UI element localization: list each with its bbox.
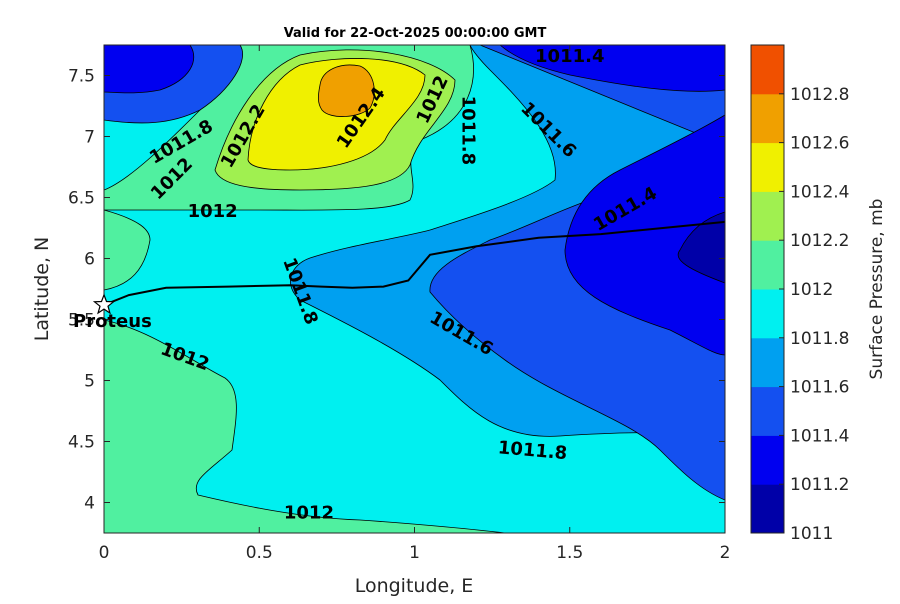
x-axis-ticks: 0 0.5 1 1.5 2 bbox=[99, 45, 731, 563]
y-tick-label: 4.5 bbox=[68, 433, 95, 453]
colorbar-swatch bbox=[751, 142, 784, 192]
star-marker-icon bbox=[92, 293, 116, 315]
colorbar-tick-label: 1011.6 bbox=[790, 378, 849, 398]
x-axis-label: Longitude, E bbox=[355, 575, 474, 597]
track-line bbox=[104, 220, 725, 306]
colorbar-tick-label: 1011 bbox=[790, 524, 833, 544]
contour-label: 1012 bbox=[188, 201, 238, 222]
colorbar-tick-label: 1012.4 bbox=[790, 182, 849, 202]
colorbar-label: Surface Pressure, mb bbox=[867, 199, 887, 380]
y-tick-label: 6.5 bbox=[68, 189, 95, 209]
colorbar: 1011 1011.2 1011.4 1011.6 1011.8 1012 1012.2 10… bbox=[750, 44, 849, 544]
marker-label: Proteus bbox=[73, 311, 152, 332]
fill-1011.2-north bbox=[499, 45, 725, 92]
fill-1012.6 bbox=[317, 64, 375, 117]
fill-1012-north bbox=[104, 209, 151, 291]
colorbar-tick-label: 1012.8 bbox=[790, 85, 849, 105]
x-tick-label: 1.5 bbox=[556, 543, 583, 563]
y-tick-label: 7 bbox=[84, 128, 95, 148]
colorbar-swatch bbox=[751, 240, 784, 290]
colorbar-swatch bbox=[751, 337, 784, 388]
colorbar-swatch bbox=[751, 93, 784, 144]
contour-label: 1012 bbox=[284, 502, 334, 523]
colorbar-tick-label: 1011.4 bbox=[790, 426, 849, 446]
y-tick-label: 5 bbox=[84, 372, 95, 392]
colorbar-tick-label: 1011.2 bbox=[790, 475, 849, 495]
x-tick-label: 0 bbox=[99, 543, 110, 563]
chart-title: Valid for 22-Oct-2025 00:00:00 GMT bbox=[284, 26, 547, 41]
fill-1011.0 bbox=[677, 211, 725, 284]
x-tick-label: 2 bbox=[720, 543, 731, 563]
colorbar-swatch bbox=[751, 386, 784, 436]
proteus-marker: Proteus bbox=[73, 293, 152, 332]
y-tick-label: 4 bbox=[84, 494, 95, 514]
colorbar-swatch bbox=[751, 191, 784, 241]
contour-label: 1011.8 bbox=[457, 96, 478, 165]
x-tick-label: 0.5 bbox=[246, 543, 273, 563]
contour-label: 1011.4 bbox=[535, 46, 604, 67]
y-tick-label: 7.5 bbox=[68, 67, 95, 87]
colorbar-swatch bbox=[751, 435, 784, 485]
y-tick-label: 6 bbox=[84, 250, 95, 270]
fill-1012-west bbox=[104, 319, 506, 533]
y-axis-label: Latitude, N bbox=[31, 237, 53, 342]
colorbar-tick-label: 1012.6 bbox=[790, 134, 849, 154]
colorbar-tick-label: 1012.2 bbox=[790, 231, 849, 251]
colorbar-tick-label: 1011.8 bbox=[790, 329, 849, 349]
y-axis-ticks: 4 4.5 5 5.5 6 6.5 7 7.5 bbox=[68, 67, 725, 514]
colorbar-tick-label: 1012 bbox=[790, 280, 833, 300]
y-tick-label: 5.5 bbox=[68, 311, 95, 331]
colorbar-swatch bbox=[751, 45, 784, 95]
fill-1011.2-east bbox=[564, 114, 725, 356]
colorbar-swatch bbox=[751, 289, 784, 339]
colorbar-swatch bbox=[751, 484, 784, 534]
x-tick-label: 1 bbox=[409, 543, 420, 563]
fill-1011.2-nw bbox=[104, 45, 195, 94]
